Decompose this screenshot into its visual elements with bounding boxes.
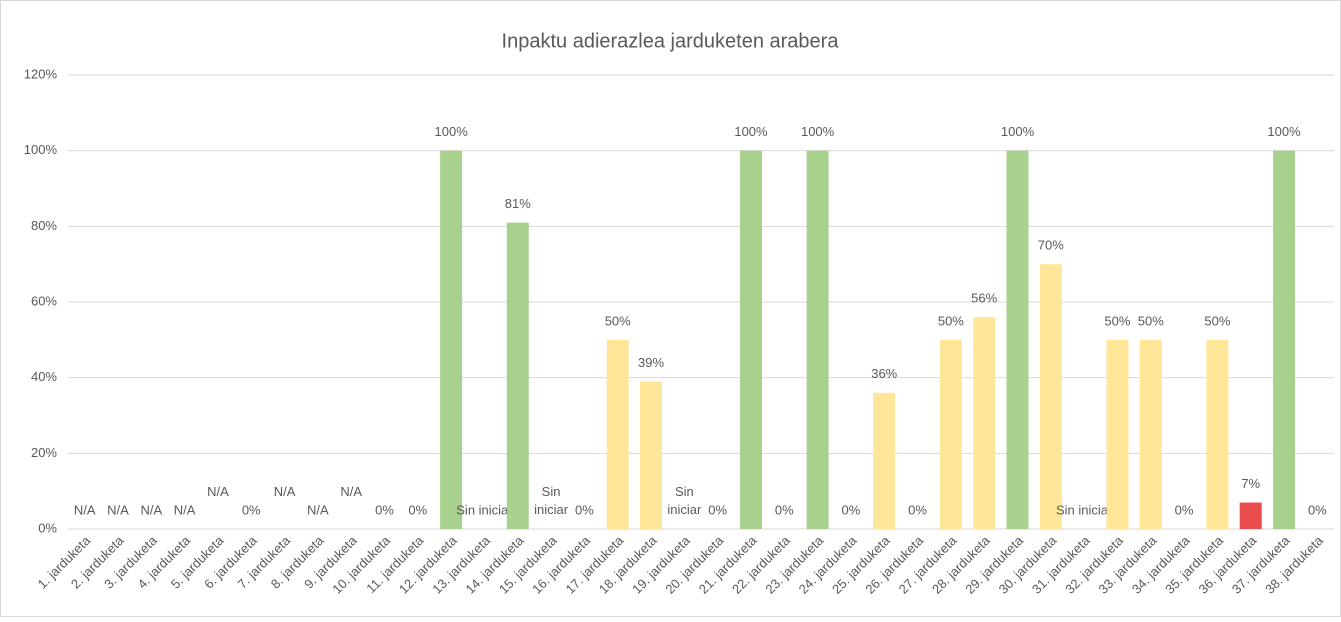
value-label-line: Sin bbox=[542, 484, 561, 499]
bar bbox=[739, 150, 762, 529]
value-label: N/A bbox=[74, 502, 96, 517]
chart-title: Inpaktu adierazlea jarduketen arabera bbox=[502, 30, 840, 52]
bar bbox=[1039, 264, 1062, 529]
value-label: N/A bbox=[274, 484, 296, 499]
value-label: N/A bbox=[140, 502, 162, 517]
bar bbox=[440, 150, 463, 529]
y-tick-label: 20% bbox=[31, 445, 57, 460]
value-label: N/A bbox=[174, 502, 196, 517]
y-tick-label: 120% bbox=[24, 66, 58, 81]
value-label: 100% bbox=[734, 124, 768, 139]
value-label: 100% bbox=[1267, 124, 1301, 139]
bar bbox=[939, 339, 962, 529]
value-label: 0% bbox=[842, 502, 861, 517]
y-tick-label: 60% bbox=[31, 293, 57, 308]
value-label: N/A bbox=[307, 502, 329, 517]
bar bbox=[606, 339, 629, 529]
bar bbox=[506, 222, 529, 530]
value-label: 56% bbox=[971, 291, 997, 306]
value-label: 50% bbox=[1104, 313, 1130, 328]
value-label: 0% bbox=[775, 502, 794, 517]
value-label: 0% bbox=[1175, 502, 1194, 517]
value-label: 50% bbox=[1138, 313, 1164, 328]
value-label: Sin iniciar bbox=[534, 484, 569, 517]
value-label: 100% bbox=[435, 124, 469, 139]
value-label-line: N/A bbox=[274, 484, 296, 499]
bar bbox=[973, 317, 996, 529]
value-label: 100% bbox=[1001, 124, 1035, 139]
value-label: 39% bbox=[638, 355, 664, 370]
value-label: 0% bbox=[1308, 502, 1327, 517]
bar bbox=[806, 150, 829, 529]
bar bbox=[873, 392, 896, 529]
value-label-line: Sin bbox=[675, 484, 694, 499]
value-label: 0% bbox=[708, 502, 727, 517]
bar bbox=[1106, 339, 1129, 529]
value-label: 70% bbox=[1038, 238, 1064, 253]
bar bbox=[1206, 339, 1229, 529]
value-label: 81% bbox=[505, 196, 531, 211]
value-label: 0% bbox=[575, 502, 594, 517]
y-tick-label: 40% bbox=[31, 369, 57, 384]
value-label-line: N/A bbox=[207, 484, 229, 499]
value-label: 100% bbox=[801, 124, 835, 139]
value-label: 50% bbox=[605, 313, 631, 328]
y-tick-label: 100% bbox=[24, 142, 58, 157]
value-label: N/A bbox=[107, 502, 129, 517]
value-label-line: iniciar bbox=[667, 502, 702, 517]
value-label: Sin iniciar bbox=[667, 484, 702, 517]
y-tick-label: 80% bbox=[31, 218, 57, 233]
value-label-line: iniciar bbox=[534, 502, 569, 517]
value-label: 0% bbox=[242, 502, 261, 517]
value-label-line: N/A bbox=[340, 484, 362, 499]
bar bbox=[1006, 150, 1029, 529]
bar bbox=[1139, 339, 1162, 529]
value-label: 7% bbox=[1241, 476, 1260, 491]
bar bbox=[1239, 502, 1262, 529]
bar bbox=[1273, 150, 1296, 529]
value-label: 0% bbox=[408, 502, 427, 517]
value-label: 0% bbox=[375, 502, 394, 517]
y-tick-label: 0% bbox=[38, 520, 57, 535]
value-label: 0% bbox=[908, 502, 927, 517]
bar bbox=[640, 381, 663, 529]
value-label: N/A bbox=[340, 484, 362, 499]
value-label: 50% bbox=[1204, 313, 1230, 328]
value-label: N/A bbox=[207, 484, 229, 499]
value-label: 50% bbox=[938, 313, 964, 328]
value-label: 36% bbox=[871, 366, 897, 381]
value-label: Sin iniciar bbox=[456, 502, 513, 517]
value-label: Sin iniciar bbox=[1056, 502, 1113, 517]
